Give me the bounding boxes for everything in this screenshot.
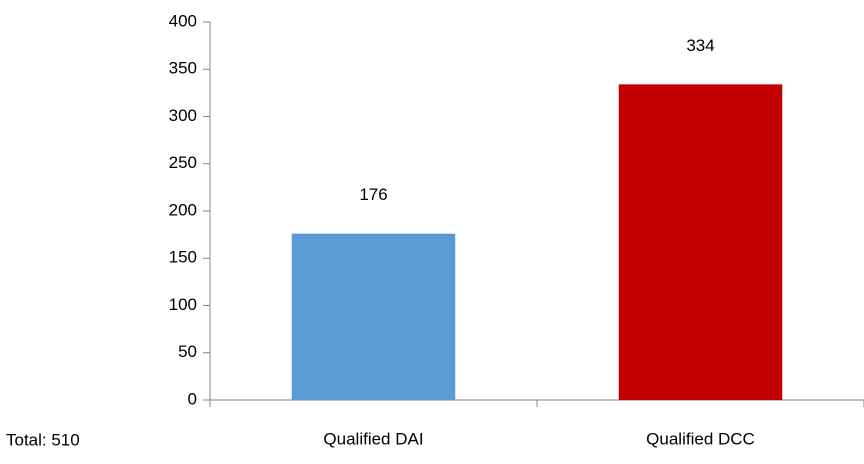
y-tick-label: 100 (169, 295, 197, 314)
data-label: 176 (359, 185, 387, 204)
bar (291, 233, 456, 400)
bar (618, 84, 783, 401)
y-tick-label: 200 (169, 200, 197, 219)
x-tick-label: Qualified DCC (646, 429, 755, 448)
y-tick-label: 350 (169, 59, 197, 78)
y-tick-label: 250 (169, 153, 197, 172)
y-tick-label: 0 (188, 389, 197, 408)
annotation: Total: 510 (6, 430, 80, 449)
y-tick-label: 400 (169, 11, 197, 30)
data-label: 334 (686, 36, 714, 55)
x-tick-label: Qualified DAI (323, 429, 423, 448)
y-tick-label: 50 (178, 342, 197, 361)
y-tick-label: 300 (169, 106, 197, 125)
y-tick-label: 150 (169, 248, 197, 267)
